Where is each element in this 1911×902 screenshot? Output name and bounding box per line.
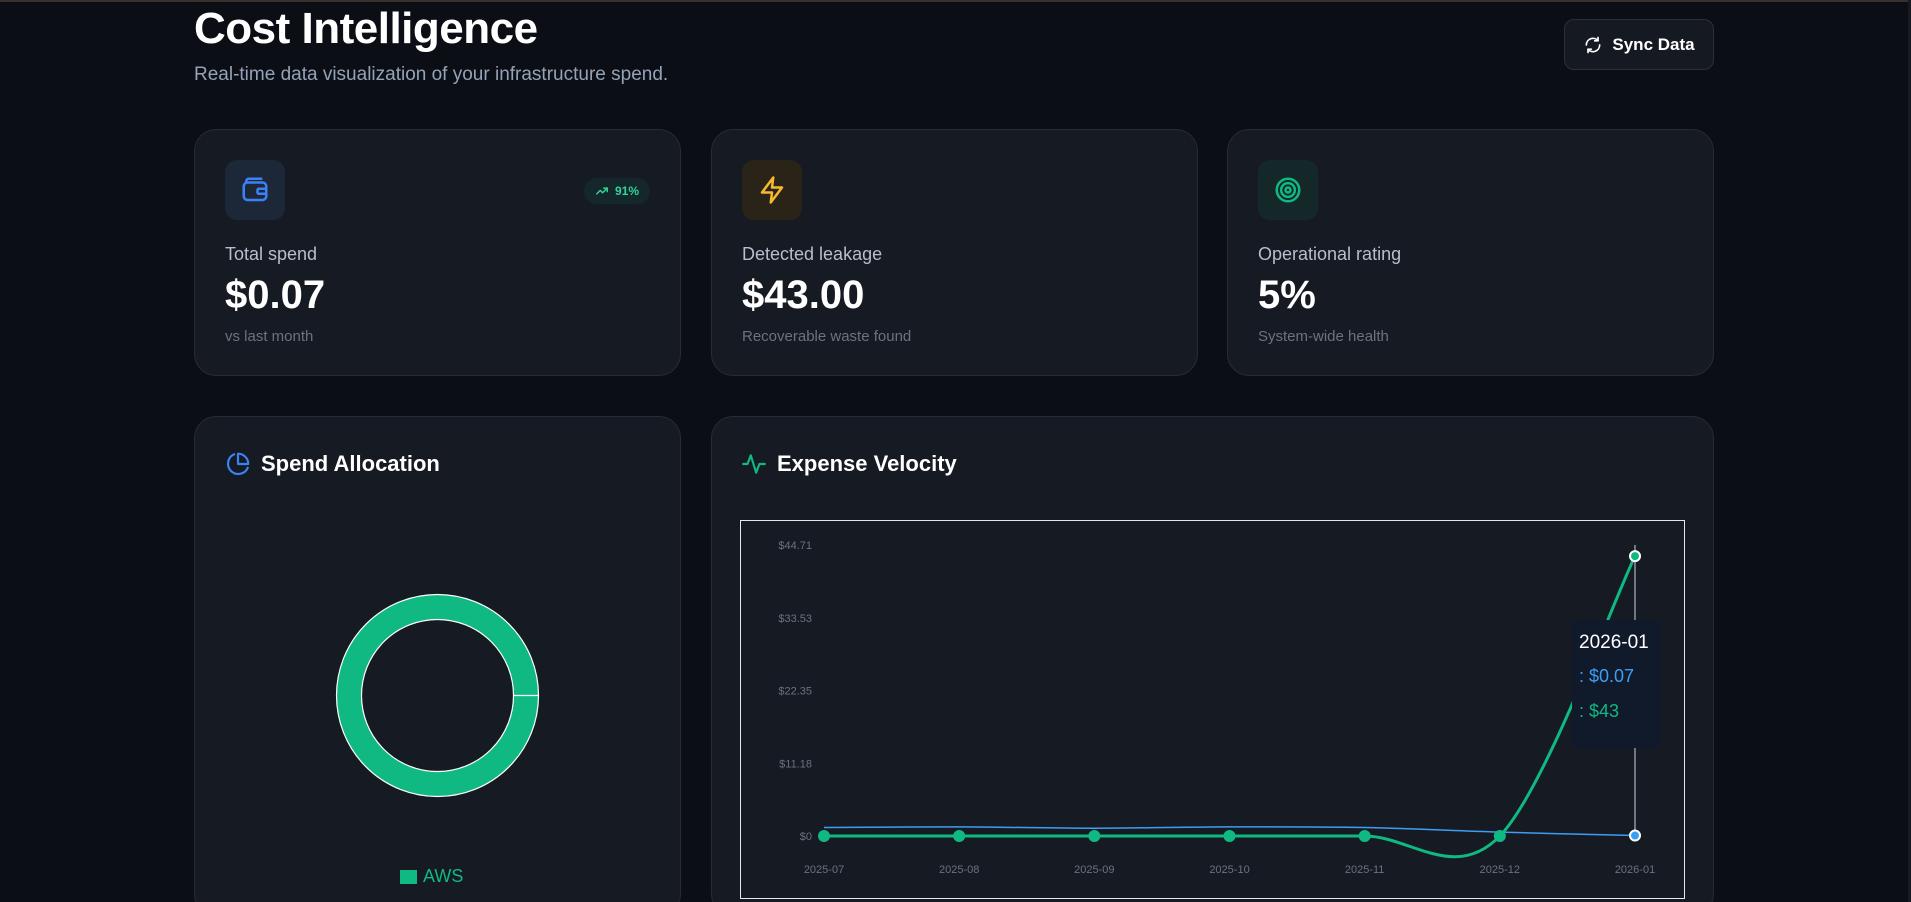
x-tick-label: 2025-09 xyxy=(1074,864,1114,876)
data-point[interactable] xyxy=(1358,830,1371,842)
y-tick-label: $33.53 xyxy=(778,613,812,625)
page-title: Cost Intelligence xyxy=(194,4,538,53)
data-point[interactable] xyxy=(953,830,966,842)
data-point[interactable] xyxy=(1629,829,1641,842)
stat-value: 5% xyxy=(1258,273,1316,317)
trend-value: 91% xyxy=(614,184,639,198)
series-line-2[interactable] xyxy=(823,555,1637,859)
expense-velocity-chart[interactable]: $0 $11.18 $22.35 $33.53 $44.71 2025-07 2025-08… xyxy=(740,520,1685,899)
y-tick-label: $22.35 xyxy=(778,686,812,698)
trend-badge: 91% xyxy=(583,178,650,204)
data-point[interactable] xyxy=(818,830,830,842)
stat-label: Total spend xyxy=(225,244,318,264)
total-spend-card: 91% Total spend $0.07 vs last month xyxy=(194,129,681,376)
tooltip-title: 2026-01 xyxy=(1579,632,1649,653)
pie-chart-icon xyxy=(227,452,250,475)
stat-value: $0.07 xyxy=(225,273,326,317)
y-tick-label: $0 xyxy=(800,831,812,843)
sync-data-button[interactable]: Sync Data xyxy=(1564,19,1714,70)
chart-focus-frame xyxy=(740,520,1685,899)
data-point[interactable] xyxy=(1223,830,1236,842)
x-tick-label: 2025-08 xyxy=(939,864,979,876)
tooltip-series-1-value: : $0.07 xyxy=(1579,666,1635,686)
data-point[interactable] xyxy=(1629,550,1641,563)
tooltip-series-2-value: : $43 xyxy=(1579,701,1620,721)
stat-value: $43.00 xyxy=(742,273,865,317)
trend-up-icon xyxy=(595,187,608,195)
expense-velocity-panel xyxy=(711,416,1714,902)
x-tick-label: 2025-10 xyxy=(1209,864,1249,876)
chart-tooltip: 2026-01 : $0.07 : $43 xyxy=(1572,620,1660,748)
spend-allocation-donut xyxy=(335,593,540,798)
stat-caption: Recoverable waste found xyxy=(742,328,912,345)
data-point[interactable] xyxy=(1088,830,1101,842)
stat-caption: System-wide health xyxy=(1258,328,1389,345)
scrollbar[interactable] xyxy=(1908,0,1911,902)
stat-label: Detected leakage xyxy=(742,244,883,264)
y-tick-label: $11.18 xyxy=(779,758,812,770)
x-tick-label: 2026-01 xyxy=(1615,864,1655,876)
window-top-border xyxy=(0,0,1911,2)
stat-caption: vs last month xyxy=(225,328,314,345)
stat-label: Operational rating xyxy=(1258,244,1402,264)
legend-label[interactable]: AWS xyxy=(423,866,464,886)
panel-title-text: Expense Velocity xyxy=(777,451,957,476)
chart-legend: AWS xyxy=(400,866,463,887)
sync-data-label: Sync Data xyxy=(1612,34,1695,54)
donut-slice-aws[interactable] xyxy=(335,593,540,798)
x-tick-label: 2025-12 xyxy=(1480,864,1520,876)
refresh-icon xyxy=(1585,36,1601,53)
detected-leakage-card: Detected leakage $43.00 Recoverable wast… xyxy=(711,129,1198,376)
lightning-icon xyxy=(742,160,802,220)
spend-allocation-panel xyxy=(194,416,681,902)
data-point[interactable] xyxy=(1493,830,1506,842)
page-subtitle: Real-time data visualization of your inf… xyxy=(194,64,669,85)
spend-allocation-title: Spend Allocation xyxy=(225,451,440,477)
target-icon xyxy=(1258,160,1318,220)
operational-rating-card: Operational rating 5% System-wide health xyxy=(1227,129,1714,376)
y-tick-label: $44.71 xyxy=(778,540,812,552)
x-tick-label: 2025-07 xyxy=(804,864,844,876)
panel-title-text: Spend Allocation xyxy=(261,451,440,476)
activity-icon xyxy=(742,454,766,474)
expense-velocity-title: Expense Velocity xyxy=(741,451,957,477)
legend-swatch-aws xyxy=(400,869,417,884)
wallet-icon xyxy=(225,160,285,220)
x-tick-label: 2025-11 xyxy=(1345,864,1385,876)
